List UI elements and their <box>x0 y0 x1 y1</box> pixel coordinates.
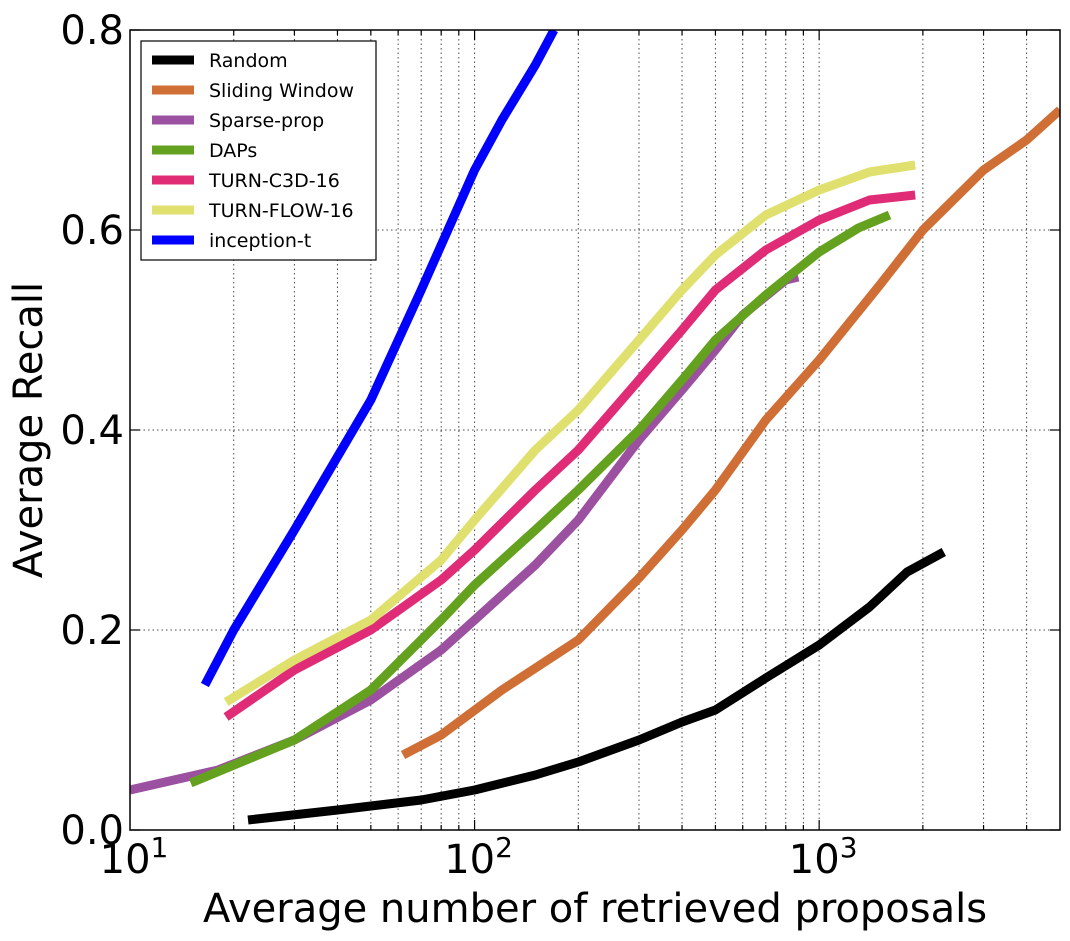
legend-label-inception-t: inception-t <box>209 230 311 252</box>
y-axis-title: Average Recall <box>6 282 52 578</box>
legend: Random Sliding Window Sparse-prop DAPs TURN-… <box>140 40 377 261</box>
series-line-inception-t <box>200 30 558 688</box>
y-tick-label: 0.2 <box>60 608 124 654</box>
series-line-daps <box>188 210 892 788</box>
y-tick-label: 0.6 <box>60 208 124 254</box>
legend-label-daps: DAPs <box>209 140 257 162</box>
legend-label-turn-flow-16: TURN-FLOW-16 <box>208 200 354 222</box>
legend-label-sparse-prop: Sparse-prop <box>209 110 324 132</box>
axis-ticks: 0.0 0.2 0.4 0.6 0.8 101 102 103 <box>60 8 1060 883</box>
x-axis-title: Average number of retrieved proposals <box>203 886 987 932</box>
legend-label-turn-c3d-16: TURN-C3D-16 <box>208 170 340 192</box>
y-tick-label: 0.4 <box>60 408 124 454</box>
legend-label-random: Random <box>209 50 288 72</box>
legend-label-sliding-window: Sliding Window <box>209 80 354 102</box>
series-line-turn-c3d-16 <box>223 190 916 721</box>
x-tick-label: 103 <box>789 831 858 883</box>
series-line-sliding-window <box>400 106 1060 759</box>
x-tick-label: 101 <box>100 831 169 883</box>
series-line-random <box>247 548 946 825</box>
y-tick-label: 0.0 <box>60 808 124 854</box>
y-tick-label: 0.8 <box>60 8 124 54</box>
x-tick-label: 102 <box>444 831 513 883</box>
series-line-turn-flow-16 <box>223 160 916 706</box>
series-lines <box>130 30 1060 825</box>
